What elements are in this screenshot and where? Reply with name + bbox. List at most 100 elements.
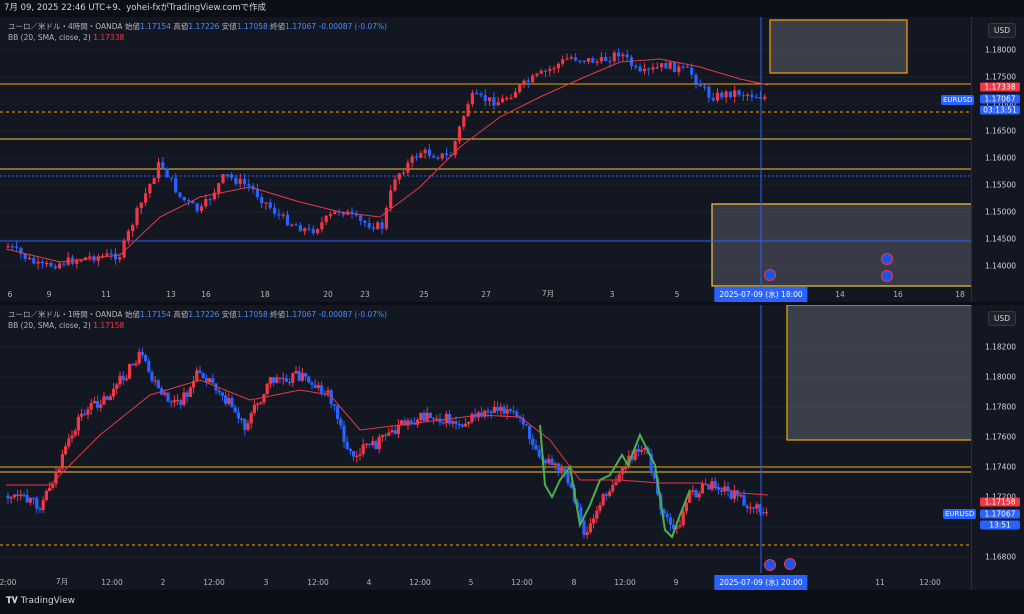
candle-body [464, 423, 468, 427]
time-tick: 20 [323, 290, 333, 299]
currency-button[interactable]: USD [987, 23, 1016, 38]
economic-event-icon[interactable] [881, 270, 893, 282]
candle-body [38, 508, 42, 511]
economic-event-icon[interactable] [764, 269, 776, 281]
candle-body [652, 470, 656, 479]
candle-body [304, 373, 308, 377]
candle-body [736, 490, 740, 496]
candle-body [578, 60, 582, 62]
candle-body [595, 510, 599, 519]
economic-event-icon[interactable] [764, 559, 776, 571]
candle-body [350, 211, 354, 214]
candle-body [166, 392, 170, 402]
candle-body [96, 401, 100, 408]
candle-body [694, 490, 698, 498]
candle-body [165, 168, 169, 178]
candle-body [556, 463, 560, 471]
price-tick: 1.16500 [984, 126, 1016, 136]
candle-body [675, 526, 679, 529]
candle-body [608, 491, 612, 496]
candle-body [617, 52, 621, 57]
candle-body [217, 390, 221, 393]
candle-body [16, 494, 20, 497]
candle-body [625, 54, 629, 58]
candle-body [234, 177, 238, 184]
time-tick: 2 [160, 578, 166, 587]
candle-body [364, 443, 368, 445]
candle-body [505, 409, 509, 414]
candle-body [198, 370, 202, 373]
candle-body [380, 434, 384, 437]
time-tick: 16 [201, 290, 211, 299]
candle-body [150, 371, 154, 381]
candle-body [290, 224, 294, 226]
candle-body [629, 57, 634, 67]
price-tick: 1.18000 [984, 372, 1016, 382]
countdown-label: 13:51 [980, 520, 1020, 530]
candle-body [89, 403, 93, 410]
candle-body [122, 240, 126, 258]
price-axis[interactable]: USD 1.18000 1.17500 1.17000 1.16500 1.16000 1… [971, 17, 1024, 302]
price-chart-4h[interactable] [0, 17, 1024, 302]
time-tick: 9 [46, 290, 52, 299]
chart-pane-4h[interactable]: ユーロ／米ドル・4時間・OANDA 始値1.17154 高値1.17226 安値… [0, 17, 1024, 302]
candle-body [556, 63, 560, 69]
candle-body [88, 256, 92, 258]
candle-body [737, 90, 741, 96]
symbol-legend: ユーロ／米ドル・1時間・OANDA 始値1.17154 高値1.17226 安値… [8, 310, 388, 319]
candle-body [700, 483, 704, 494]
candle-body [121, 375, 125, 381]
candle-body [307, 376, 311, 383]
candle-body [324, 215, 328, 223]
candle-body [19, 494, 23, 497]
candle-body [579, 507, 583, 521]
candle-body [303, 228, 307, 232]
currency-button[interactable]: USD [987, 311, 1016, 326]
candle-body [51, 483, 55, 488]
candle-body [643, 447, 647, 450]
bb-legend: BB (20, SMA, close, 2) 1.17158 [8, 321, 125, 330]
candle-body [284, 378, 288, 382]
price-axis[interactable]: USD 1.18200 1.18000 1.17800 1.17600 1.17400 1… [971, 305, 1024, 590]
countdown-label: 03:13:51 [980, 105, 1020, 115]
candle-body [199, 206, 204, 212]
candle-body [242, 178, 247, 185]
candle-body [432, 418, 436, 420]
candle-body [58, 263, 62, 269]
candle-body [262, 394, 266, 403]
candle-body [163, 392, 167, 395]
candle-body [101, 255, 105, 257]
candle-body [371, 227, 376, 230]
economic-event-icon[interactable] [881, 253, 893, 265]
candle-body [291, 373, 295, 383]
candle-body [518, 84, 522, 93]
candle-body [422, 412, 426, 421]
candle-body [211, 378, 215, 384]
candle-body [179, 399, 183, 405]
candle-body [384, 434, 388, 437]
candle-body [726, 486, 730, 492]
candle-body [685, 66, 689, 68]
bollinger-band-middle [6, 379, 769, 496]
candle-body [316, 229, 320, 234]
time-tick: 27 [481, 290, 491, 299]
candle-body [300, 373, 304, 381]
candle-body [294, 224, 298, 226]
bb-legend: BB (20, SMA, close, 2) 1.17338 [8, 33, 125, 42]
candle-body [57, 468, 61, 472]
candle-body [298, 225, 302, 232]
candle-body [178, 192, 182, 197]
chart-pane-1h[interactable]: ユーロ／米ドル・1時間・OANDA 始値1.17154 高値1.17226 安値… [0, 305, 1024, 590]
candle-body [265, 383, 269, 395]
candle-body [694, 74, 698, 84]
price-chart-1h[interactable] [0, 305, 1024, 590]
candle-body [147, 360, 151, 372]
candle-body [451, 421, 455, 424]
candle-body [416, 419, 420, 425]
candle-body [500, 98, 505, 103]
candle-body [672, 62, 677, 73]
candle-body [604, 56, 608, 61]
economic-event-icon[interactable] [784, 558, 796, 570]
candle-body [462, 116, 466, 127]
candle-body [256, 403, 260, 405]
